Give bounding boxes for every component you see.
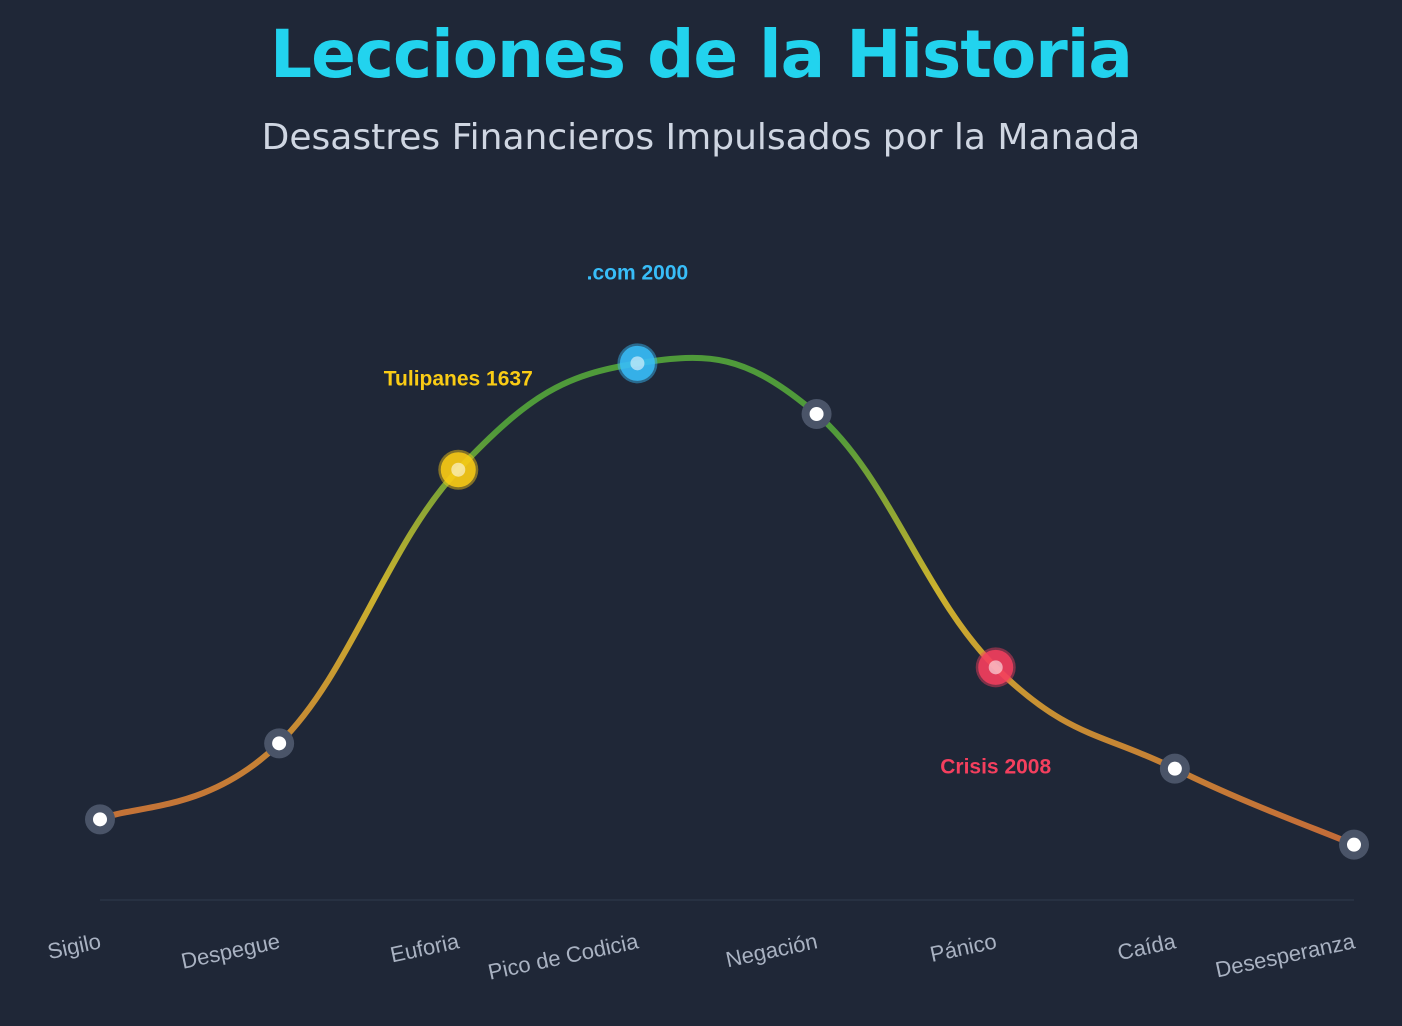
chart-subtitle: Desastres Financieros Impulsados por la … — [261, 117, 1141, 158]
data-point-caída — [1159, 753, 1190, 784]
x-tick-label: Sigilo — [45, 928, 103, 964]
data-point-euforia — [438, 449, 479, 490]
event-label: Tulipanes 1637 — [384, 368, 533, 391]
x-tick-labels: Sigilo Despegue Euforia Pico de Codicia Nega… — [45, 928, 1358, 984]
event-point-core — [630, 356, 645, 371]
x-tick-label: Euforia — [388, 928, 462, 967]
point-inner — [272, 736, 287, 751]
data-point-despegue — [264, 728, 295, 759]
point-inner — [809, 407, 824, 421]
point-inner — [1347, 837, 1361, 852]
point-inner — [1167, 761, 1182, 776]
data-point-pico-de-codicia — [617, 343, 658, 384]
event-point-core — [451, 462, 466, 477]
x-tick-label: Pico de Codicia — [486, 928, 641, 984]
event-label: Crisis 2008 — [940, 755, 1051, 778]
data-point-sigilo — [85, 804, 115, 835]
event-label: .com 2000 — [587, 261, 689, 284]
x-tick-label: Despegue — [179, 928, 282, 973]
event-point-core — [988, 660, 1003, 675]
x-tick-label: Negación — [723, 928, 819, 972]
event-labels: Tulipanes 1637 .com 2000 Crisis 2008 — [384, 261, 1052, 778]
x-tick-label: Desesperanza — [1213, 928, 1358, 982]
cycle-line — [97, 354, 1357, 848]
point-inner — [93, 812, 107, 827]
data-point-desesperanza — [1339, 829, 1369, 860]
chart-title: Lecciones de la Historia — [270, 16, 1133, 93]
data-point-negación — [801, 399, 832, 429]
x-tick-label: Pánico — [928, 928, 999, 966]
data-points — [85, 343, 1369, 860]
data-point-pánico — [975, 647, 1016, 688]
x-tick-label: Caída — [1115, 928, 1178, 965]
